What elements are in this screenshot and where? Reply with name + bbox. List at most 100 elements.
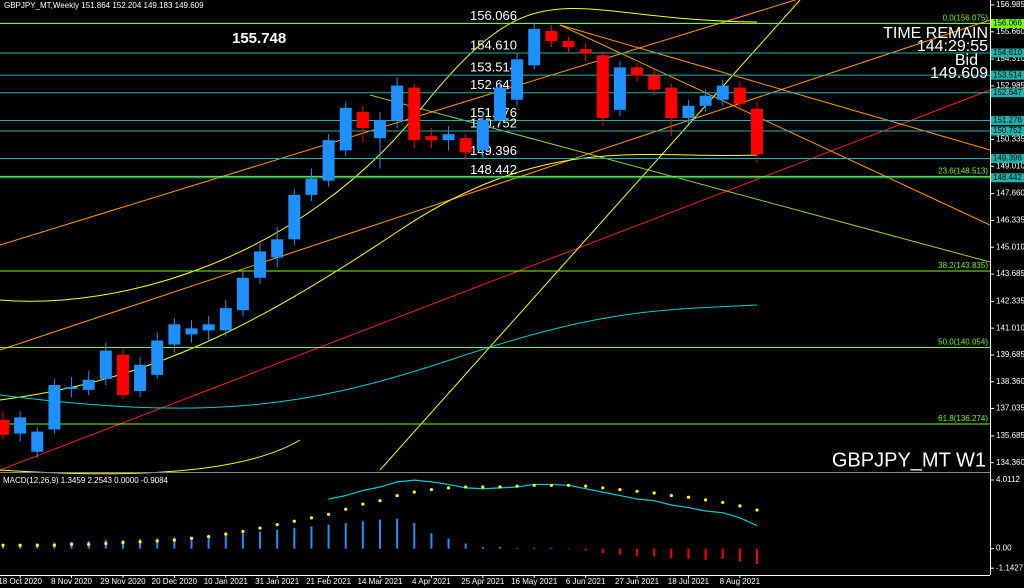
candle-body xyxy=(579,49,592,54)
macd-signal-dot xyxy=(87,542,91,546)
macd-histogram-bar xyxy=(241,533,244,549)
y-tick-label: 149.010 xyxy=(996,161,1024,170)
trendline xyxy=(559,24,991,226)
high-label: 155.748 xyxy=(232,30,286,47)
x-tick-label: 20 Dec 2020 xyxy=(152,577,198,586)
macd-signal-dot xyxy=(738,504,742,508)
macd-signal-dot xyxy=(549,483,553,487)
candle-body xyxy=(134,364,147,392)
macd-histogram-bar xyxy=(464,543,467,549)
candle-body xyxy=(185,328,198,335)
y-tick-label: 139.685 xyxy=(996,350,1024,359)
candle-body xyxy=(562,41,575,48)
bid-label: Bid xyxy=(955,52,978,69)
macd-signal-dot xyxy=(224,532,228,536)
y-tick-label: 135.685 xyxy=(996,431,1024,440)
candle-body xyxy=(648,75,661,90)
level-label: 148.442 xyxy=(470,162,517,177)
candle-body xyxy=(168,324,181,345)
symbol-label: GBPJPY_MT W1 xyxy=(832,449,986,471)
macd-histogram-bar xyxy=(276,529,279,549)
macd-signal-dot xyxy=(189,536,194,540)
candle-body xyxy=(716,85,729,100)
candle-body xyxy=(151,340,164,375)
macd-histogram-bar xyxy=(224,534,227,549)
macd-signal-dot xyxy=(309,516,314,520)
macd-signal-dot xyxy=(618,487,622,492)
x-tick-label: 31 Jan 2021 xyxy=(255,577,300,586)
candle-body xyxy=(202,324,215,331)
macd-histogram-bar xyxy=(19,545,22,549)
candle-body xyxy=(425,136,438,141)
candle-body xyxy=(391,85,404,120)
trendline xyxy=(369,94,991,263)
level-tag xyxy=(991,126,1024,136)
macd-histogram-bar xyxy=(601,548,604,553)
macd-signal-dot xyxy=(412,490,416,494)
macd-signal-dot xyxy=(378,499,382,503)
macd-histogram-bar xyxy=(567,548,570,550)
y-tick-label: 137.035 xyxy=(996,404,1024,413)
x-tick-label: 14 Mar 2021 xyxy=(358,577,403,586)
x-tick-label: 10 Jan 2021 xyxy=(204,577,249,586)
macd-histogram-bar xyxy=(344,522,347,549)
trendline xyxy=(0,89,991,471)
macd-signal-dot xyxy=(18,543,22,547)
macd-signal-dot xyxy=(121,541,125,545)
candle-body xyxy=(511,59,524,100)
candle-body xyxy=(699,95,712,106)
y-tick-label: 141.010 xyxy=(996,323,1024,332)
candle-body xyxy=(322,140,335,181)
candle-body xyxy=(31,431,44,452)
macd-y-tick-label: 0.00 xyxy=(996,544,1012,553)
macd-histogram-bar xyxy=(721,548,724,559)
y-tick-label: 145.010 xyxy=(996,242,1024,251)
y-tick-label: 150.335 xyxy=(996,135,1024,144)
chart-title: GBPJPY_MT,Weekly 151.864 152.204 149.183… xyxy=(4,1,204,10)
candle-body xyxy=(271,239,284,258)
candle-body xyxy=(48,385,61,430)
x-tick-label: 8 Aug 2021 xyxy=(720,577,761,586)
macd-histogram-bar xyxy=(516,547,519,549)
macd-signal-dot xyxy=(344,507,348,511)
x-tick-label: 27 Jun 2021 xyxy=(615,577,660,586)
macd-histogram-bar xyxy=(413,522,416,549)
macd-signal-dot xyxy=(703,498,708,502)
macd-signal-dot xyxy=(498,485,502,489)
macd-histogram-bar xyxy=(550,547,553,549)
macd-signal-dot xyxy=(532,483,536,487)
x-tick-label: 6 Jun 2021 xyxy=(566,577,606,586)
macd-histogram-bar xyxy=(756,548,758,565)
macd-signal-dot xyxy=(207,535,211,539)
macd-signal-dot xyxy=(275,523,279,527)
macd-histogram-bar xyxy=(293,528,296,549)
macd-signal-dot xyxy=(241,529,245,534)
level-tag xyxy=(991,48,1024,58)
x-tick-label: 25 Apr 2021 xyxy=(461,577,505,586)
level-label: 154.610 xyxy=(470,37,517,52)
macd-histogram-bar xyxy=(704,548,707,560)
macd-signal-dot xyxy=(395,493,399,498)
level-tag-label: 154.610 xyxy=(993,48,1022,57)
candle-body xyxy=(665,87,678,118)
macd-signal-dot xyxy=(481,485,485,489)
candle-body xyxy=(116,354,129,396)
level-tag-label: 153.514 xyxy=(993,70,1022,79)
candle-body xyxy=(305,178,318,195)
macd-signal-dot xyxy=(464,485,468,489)
macd-signal-dot xyxy=(69,542,74,546)
x-tick-label: 16 May 2021 xyxy=(511,577,558,586)
level-tag xyxy=(991,115,1024,125)
macd-histogram-bar xyxy=(584,548,587,551)
candle-body xyxy=(408,87,421,141)
level-tag xyxy=(991,19,1024,29)
y-tick-label: 154.310 xyxy=(996,54,1024,63)
candle-body xyxy=(339,107,352,151)
candle-body xyxy=(442,134,455,141)
macd-histogram-bar xyxy=(396,518,399,549)
candle-body xyxy=(613,67,626,110)
macd-signal-dot xyxy=(258,526,262,530)
macd-signal-dot xyxy=(755,508,759,512)
macd-signal-dot xyxy=(669,493,673,498)
macd-histogram-bar xyxy=(2,546,4,549)
